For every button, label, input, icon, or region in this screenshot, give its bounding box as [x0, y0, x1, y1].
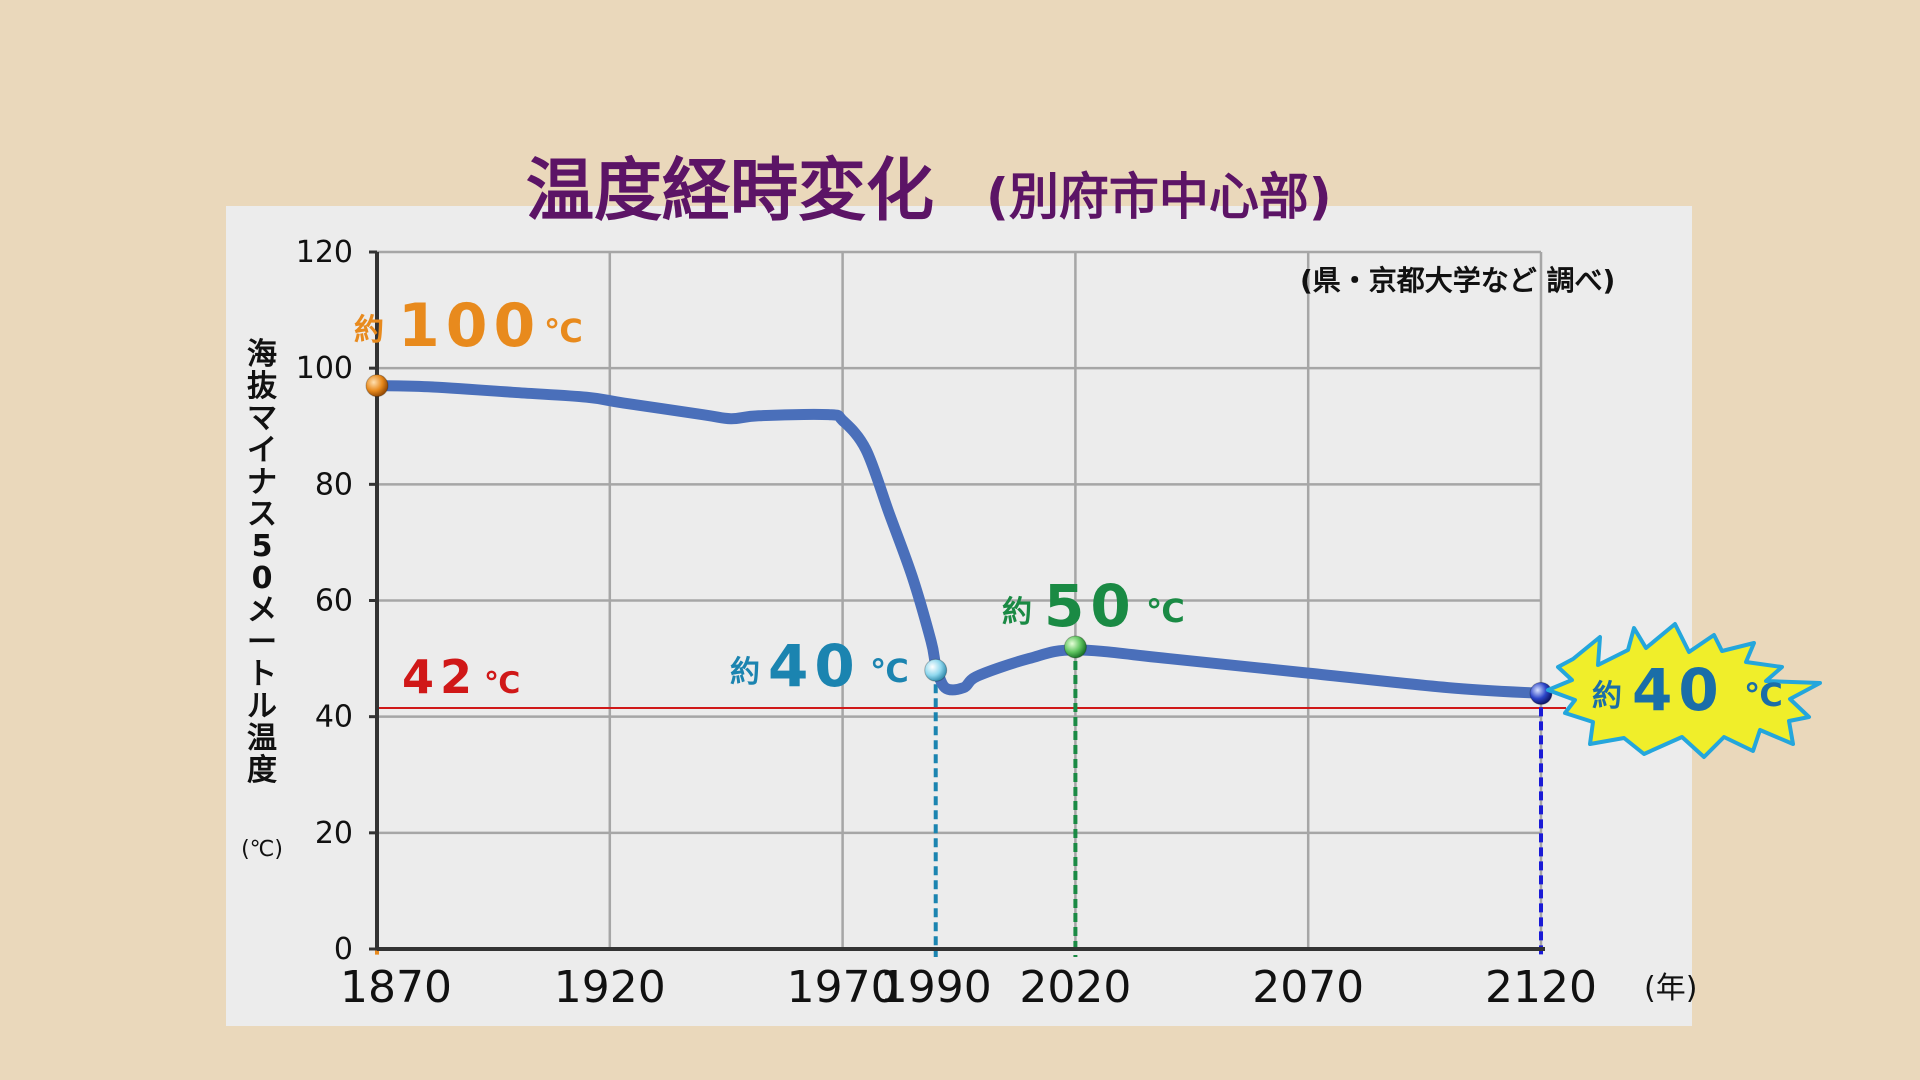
callout-2120-unit: ℃ [1744, 676, 1783, 714]
callout-threshold: 42 ℃ [402, 650, 520, 704]
y-axis-label-char: メ [247, 593, 277, 628]
chart-title: 温度経時変化 [526, 152, 934, 231]
series-markers [365, 374, 1553, 705]
x-tick-label: 2070 [1252, 962, 1364, 1013]
callout-2120-value: 40 [1632, 656, 1725, 724]
x-tick-label: 1920 [554, 962, 666, 1013]
callout-1990: 約 40 ℃ [730, 632, 909, 700]
chart-subtitle: (別府市中心部) [986, 168, 1332, 226]
callout-2020-value: 50 [1044, 572, 1137, 640]
callout-1990-prefix: 約 [730, 655, 760, 690]
callout-1990-unit: ℃ [870, 652, 909, 690]
y-tick-label: 80 [315, 467, 353, 502]
y-tick-labels: 0 20 40 60 80 100 120 [296, 235, 353, 967]
threshold-value: 42 [402, 650, 478, 704]
y-axis-label-char: ー [247, 625, 277, 660]
callout-2120: 約 40 ℃ [1546, 622, 1822, 759]
callout-1870: 約 100 ℃ [354, 291, 583, 361]
y-tick-label: 60 [315, 584, 353, 619]
y-axis-label-char: 海 [247, 337, 277, 372]
y-axis-label-char: 温 [247, 721, 277, 756]
y-tick-label: 0 [334, 932, 353, 967]
axes [369, 250, 1545, 951]
y-axis-label-char: 度 [247, 753, 277, 788]
x-tick-label: 1990 [880, 962, 992, 1013]
y-axis-unit: (℃) [241, 837, 283, 862]
y-tick-label: 20 [315, 816, 353, 851]
y-axis-label-char: ス [247, 497, 277, 532]
x-tick-label: 2120 [1485, 962, 1597, 1013]
marker-2020 [1063, 635, 1087, 659]
callout-1870-unit: ℃ [544, 312, 583, 350]
x-tick-label: 1970 [787, 962, 899, 1013]
y-axis-label-char: ト [247, 657, 277, 692]
y-axis-label-char: ル [247, 689, 277, 724]
y-axis-label-char: イ [247, 433, 277, 468]
x-tick-label: 2020 [1019, 962, 1131, 1013]
callout-1870-value: 100 [398, 291, 541, 361]
y-axis-label-char: ナ [247, 465, 277, 500]
y-axis-label-char: マ [247, 401, 277, 436]
marker-1990 [924, 658, 948, 682]
marker-2120 [1529, 681, 1553, 705]
x-axis-unit: (年) [1644, 971, 1697, 1006]
y-tick-label: 40 [315, 700, 353, 735]
plot-background [226, 206, 1692, 1026]
y-tick-label: 120 [296, 235, 353, 270]
grid [375, 250, 1543, 949]
y-axis-label-char: 0 [252, 561, 273, 596]
callout-2020: 約 50 ℃ [1002, 572, 1185, 640]
y-axis-label-char: 抜 [247, 369, 277, 404]
marker-1870 [365, 374, 389, 398]
threshold-unit: ℃ [484, 666, 520, 701]
callout-2020-prefix: 約 [1002, 595, 1032, 630]
y-axis-label-char: 5 [252, 529, 273, 564]
x-tick-label: 1870 [340, 962, 452, 1013]
callout-2120-prefix: 約 [1592, 679, 1622, 714]
callout-1870-prefix: 約 [354, 313, 384, 348]
starburst-shape [1546, 622, 1822, 759]
callout-1990-value: 40 [768, 632, 861, 700]
series-line-temperature [371, 380, 1547, 699]
source-note: (県・京都大学など 調べ) [1300, 264, 1615, 297]
y-tick-label: 100 [296, 351, 353, 386]
callout-2020-unit: ℃ [1146, 592, 1185, 630]
